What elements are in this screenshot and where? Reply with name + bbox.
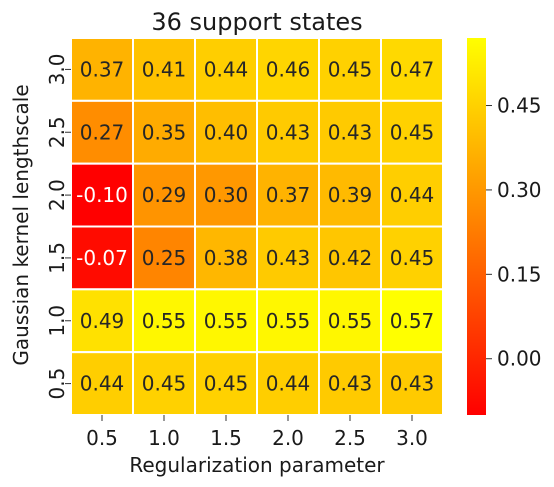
cell-value-label: 0.42 [328, 246, 373, 270]
cell-value-label: 0.40 [204, 120, 249, 144]
cell-value-label: 0.55 [328, 309, 373, 333]
cell-value-label: 0.41 [142, 57, 187, 81]
cell-value-label: 0.57 [390, 309, 435, 333]
cell-value-label: 0.55 [142, 309, 187, 333]
x-tick-label: 0.5 [86, 426, 118, 450]
cell-value-label: 0.46 [266, 57, 311, 81]
heatmap-cell [380, 162, 444, 228]
heatmap-cell [256, 99, 320, 165]
y-tick-label: 2.0 [45, 179, 69, 211]
x-tick-label: 1.5 [210, 426, 242, 450]
colorbar-tick-label: 0.45 [497, 94, 542, 118]
x-axis-label: Regularization parameter [129, 453, 385, 477]
heatmap-cell [380, 351, 444, 416]
heatmap-cell [256, 225, 320, 291]
x-tick-label: 3.0 [396, 426, 428, 450]
y-tick-label: 1.5 [45, 242, 69, 274]
cell-value-label: 0.27 [80, 120, 125, 144]
heatmap-cell [132, 99, 196, 165]
cell-value-label: 0.43 [266, 120, 311, 144]
y-tick-label: 1.0 [45, 305, 69, 337]
cell-value-label: 0.44 [204, 57, 249, 81]
heatmap-cell [70, 225, 134, 291]
cell-value-label: 0.43 [328, 120, 373, 144]
heatmap-cell [380, 225, 444, 291]
cell-value-label: 0.44 [390, 183, 435, 207]
cell-value-label: 0.43 [266, 246, 311, 270]
cell-value-label: 0.38 [204, 246, 249, 270]
cell-value-label: 0.43 [390, 372, 435, 396]
heatmap-cell [256, 162, 320, 228]
heatmap-cell [318, 225, 382, 291]
cell-value-label: 0.49 [80, 309, 125, 333]
cell-value-label: 0.37 [266, 183, 311, 207]
cell-value-label: 0.55 [204, 309, 249, 333]
cell-value-label: 0.29 [142, 183, 187, 207]
heatmap-cell [194, 225, 258, 291]
x-tick-label: 2.5 [334, 426, 366, 450]
cell-value-label: 0.44 [266, 372, 311, 396]
colorbar-tick-label: 0.30 [497, 178, 542, 202]
cell-value-label: 0.47 [390, 57, 435, 81]
cell-value-label: 0.45 [390, 246, 435, 270]
cell-value-label: -0.10 [76, 183, 128, 207]
heatmap-cells [70, 37, 444, 416]
cell-value-label: 0.43 [328, 372, 373, 396]
cell-value-label: 0.45 [142, 372, 187, 396]
heatmap-cell [318, 288, 382, 354]
y-tick-label: 0.5 [45, 368, 69, 400]
y-axis-label: Gaussian kernel lengthscale [9, 84, 33, 365]
heatmap-cell [380, 288, 444, 354]
colorbar [467, 38, 486, 415]
cell-value-label: 0.55 [266, 309, 311, 333]
cell-value-label: -0.07 [76, 246, 128, 270]
cell-value-label: 0.45 [328, 57, 373, 81]
heatmap-cell [132, 37, 196, 102]
cell-value-label: 0.25 [142, 246, 187, 270]
cell-value-label: 0.35 [142, 120, 187, 144]
heatmap-cell-labels: 0.37 0.41 0.44 0.46 0.45 0.47 0.27 0.35 0.40 0.43… [76, 57, 434, 395]
chart-title: 36 support states [151, 8, 362, 36]
x-axis-ticks: 0.5 1.0 1.5 2.0 2.5 3.0 [86, 415, 428, 450]
heatmap-cell [380, 37, 444, 102]
x-tick-label: 2.0 [272, 426, 304, 450]
cell-value-label: 0.45 [390, 120, 435, 144]
colorbar-ticks: 0.00 0.15 0.30 0.45 [486, 94, 542, 371]
y-tick-label: 3.0 [45, 54, 69, 86]
cell-value-label: 0.30 [204, 183, 249, 207]
cell-value-label: 0.39 [328, 183, 373, 207]
heatmap-cell [380, 99, 444, 165]
y-tick-label: 2.5 [45, 116, 69, 148]
heatmap-cell [132, 225, 196, 291]
cell-value-label: 0.37 [80, 57, 125, 81]
cell-value-label: 0.45 [204, 372, 249, 396]
heatmap-cell [70, 351, 134, 416]
heatmap-cell [318, 162, 382, 228]
y-axis-ticks: 3.0 2.5 2.0 1.5 1.0 0.5 [45, 54, 71, 400]
x-tick-label: 1.0 [148, 426, 180, 450]
colorbar-tick-label: 0.15 [497, 262, 542, 286]
colorbar-tick-label: 0.00 [497, 347, 542, 371]
heatmap-cell [132, 162, 196, 228]
cell-value-label: 0.44 [80, 372, 125, 396]
heatmap-cell [194, 288, 258, 354]
